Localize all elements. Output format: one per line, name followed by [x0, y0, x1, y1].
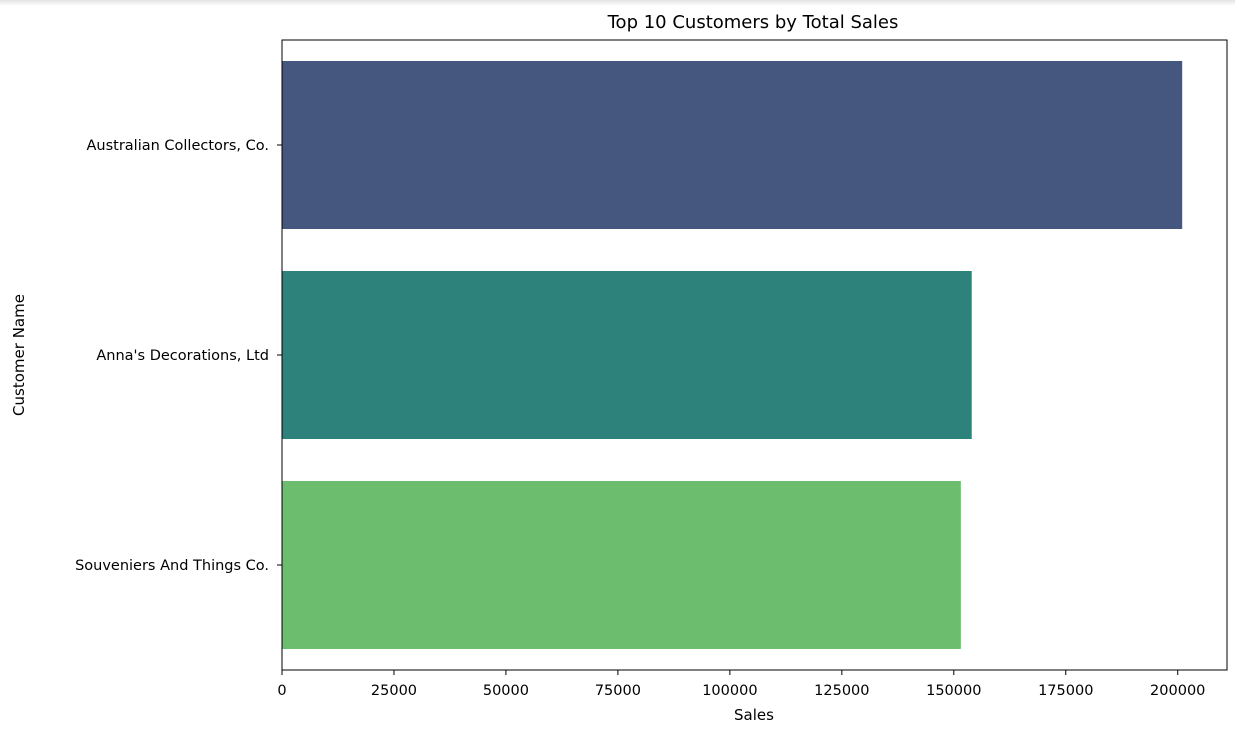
bar-3 [282, 481, 961, 649]
y-tick-label: Souveniers And Things Co. [75, 558, 269, 574]
x-tick-label: 0 [277, 683, 286, 699]
x-axis-ticks: 0 25000 50000 75000 100000 125000 150000 175000… [277, 670, 1205, 699]
x-tick-label: 50000 [483, 683, 529, 699]
y-axis-label: Customer Name [10, 294, 28, 416]
x-tick-label: 150000 [926, 683, 981, 699]
x-tick-label: 75000 [595, 683, 641, 699]
y-tick-label: Anna's Decorations, Ltd [96, 348, 269, 364]
x-tick-label: 25000 [371, 683, 417, 699]
y-tick-label: Australian Collectors, Co. [86, 138, 269, 154]
x-tick-label: 125000 [814, 683, 869, 699]
x-tick-label: 175000 [1038, 683, 1093, 699]
chart-title: Top 10 Customers by Total Sales [607, 12, 899, 33]
bar-2 [282, 271, 972, 439]
bars [282, 61, 1183, 649]
bar-1 [282, 61, 1183, 229]
top-edge-shadow [0, 0, 1235, 6]
x-tick-label: 100000 [702, 683, 757, 699]
x-tick-label: 200000 [1150, 683, 1205, 699]
y-axis-ticks: Australian Collectors, Co. Anna's Decorat… [75, 138, 282, 574]
x-axis-label: Sales [734, 706, 774, 724]
